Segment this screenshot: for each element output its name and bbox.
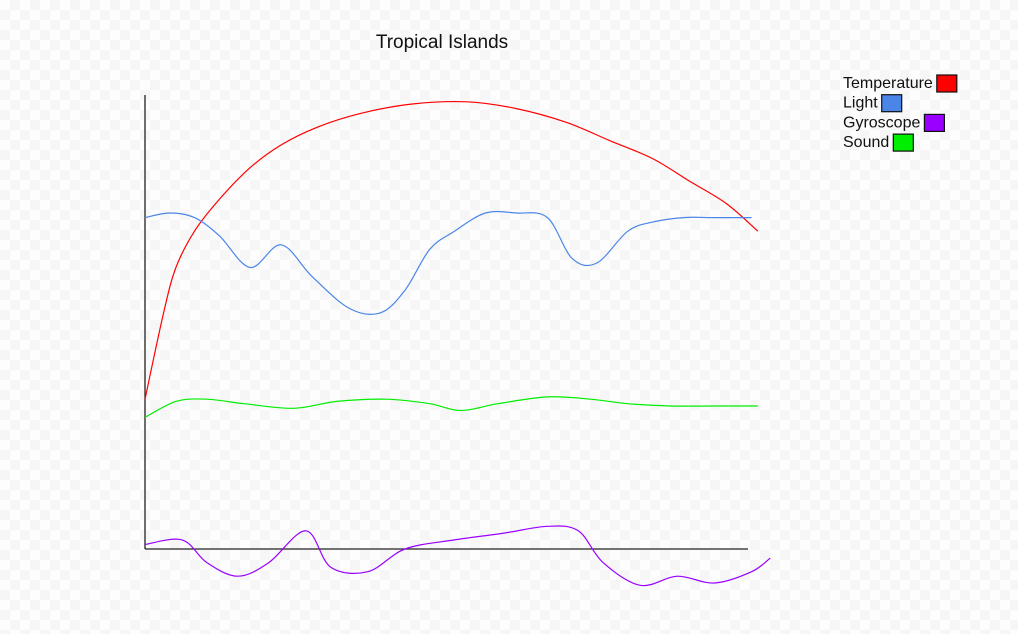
series-line-temperature: [144, 100, 759, 400]
series-group: [144, 100, 771, 587]
plot-area: [144, 95, 771, 587]
legend-item-sound: Sound: [843, 133, 914, 152]
legend-swatch: [936, 74, 958, 93]
chart-title: Tropical Islands: [376, 32, 508, 53]
legend: Temperature Light Gyroscope Sound: [843, 74, 958, 152]
legend-item-temperature: Temperature: [843, 74, 958, 93]
legend-swatch: [923, 113, 946, 133]
legend-label: Gyroscope: [843, 114, 920, 131]
legend-label: Light: [843, 95, 878, 112]
series-line-gyroscope: [144, 525, 771, 587]
legend-label: Temperature: [843, 75, 933, 92]
series-line-light: [144, 210, 752, 315]
legend-item-gyroscope: Gyroscope: [843, 113, 946, 133]
legend-swatch: [881, 94, 903, 113]
legend-swatch: [892, 133, 914, 152]
series-line-sound: [144, 396, 758, 418]
legend-label: Sound: [843, 134, 889, 151]
legend-item-light: Light: [843, 94, 903, 113]
